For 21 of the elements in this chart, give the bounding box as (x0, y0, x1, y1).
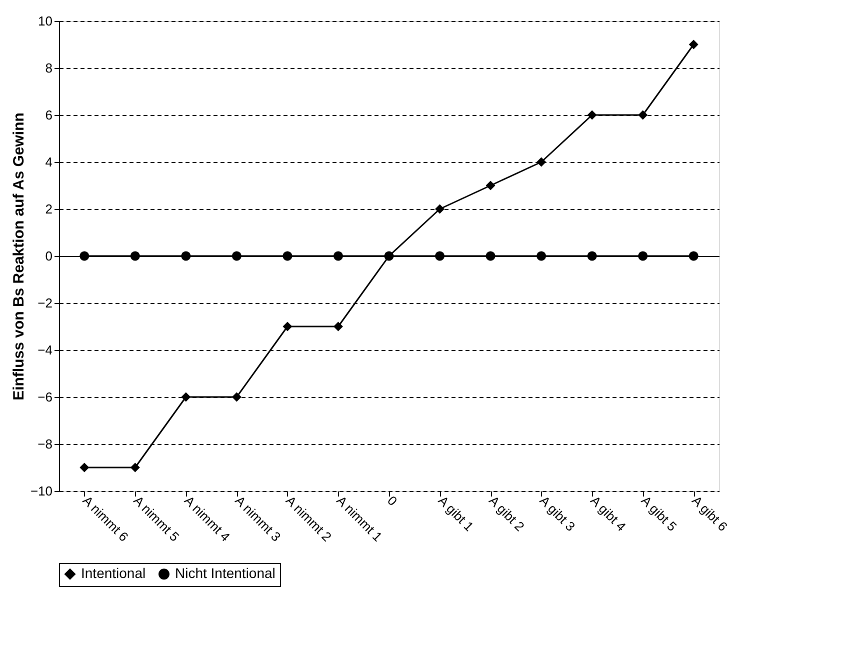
legend-label: Intentional (81, 565, 146, 582)
y-tick-label: 8 (45, 60, 52, 76)
y-tick-label: 4 (45, 154, 52, 170)
legend-label: Nicht Intentional (175, 565, 276, 582)
x-tick-label: A gibt 6 (689, 492, 730, 534)
x-tick-label: A gibt 1 (435, 492, 477, 534)
x-tick-label: A gibt 5 (638, 492, 680, 534)
y-tick-label: 10 (38, 14, 52, 28)
y-tick-label: 0 (45, 248, 52, 264)
y-tick-label: 6 (45, 108, 52, 122)
x-tick-label: A gibt 2 (486, 492, 528, 534)
x-tick-label: A gibt 3 (536, 492, 578, 534)
x-tick-label: A gibt 4 (588, 492, 629, 534)
x-tick-label: 0 (384, 492, 400, 509)
y-tick-label: 2 (45, 202, 52, 216)
y-tick-label: −4 (38, 342, 52, 358)
y-tick-label: −6 (38, 390, 52, 404)
y-tick-label: −8 (38, 436, 52, 452)
y-axis-title: Einfluss von Bs Reaktion auf As Gewinn (10, 112, 28, 400)
y-tick-label: −2 (38, 296, 52, 310)
y-tick-label: −10 (30, 484, 52, 498)
